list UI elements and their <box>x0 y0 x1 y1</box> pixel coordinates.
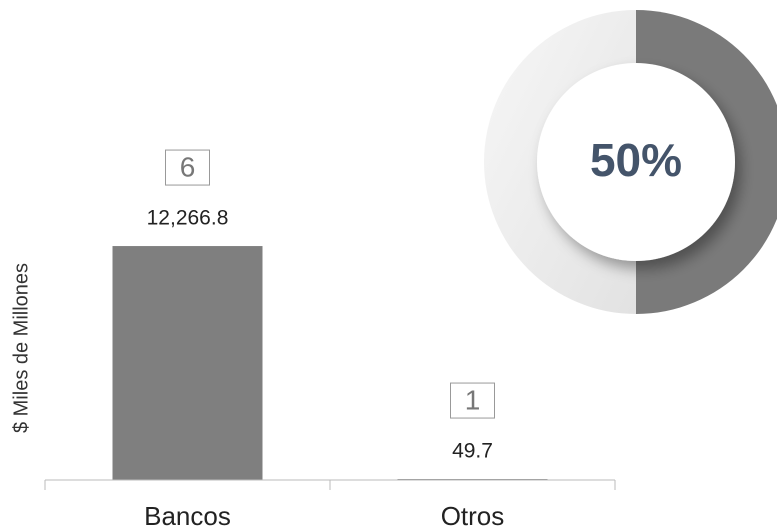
count-label: 6 <box>180 151 196 182</box>
bar <box>112 246 263 480</box>
data-label: 49.7 <box>452 440 493 463</box>
count-box <box>450 382 495 419</box>
y-axis-label: $ Miles de Millones <box>10 263 32 433</box>
data-label: 12,266.8 <box>147 207 229 230</box>
donut-hole <box>537 63 735 261</box>
x-tick-label: Bancos <box>144 501 231 531</box>
count-label: 1 <box>465 384 481 415</box>
x-tick-label: Otros <box>441 501 505 531</box>
count-box <box>165 149 210 186</box>
center-label: 50% <box>590 134 682 186</box>
